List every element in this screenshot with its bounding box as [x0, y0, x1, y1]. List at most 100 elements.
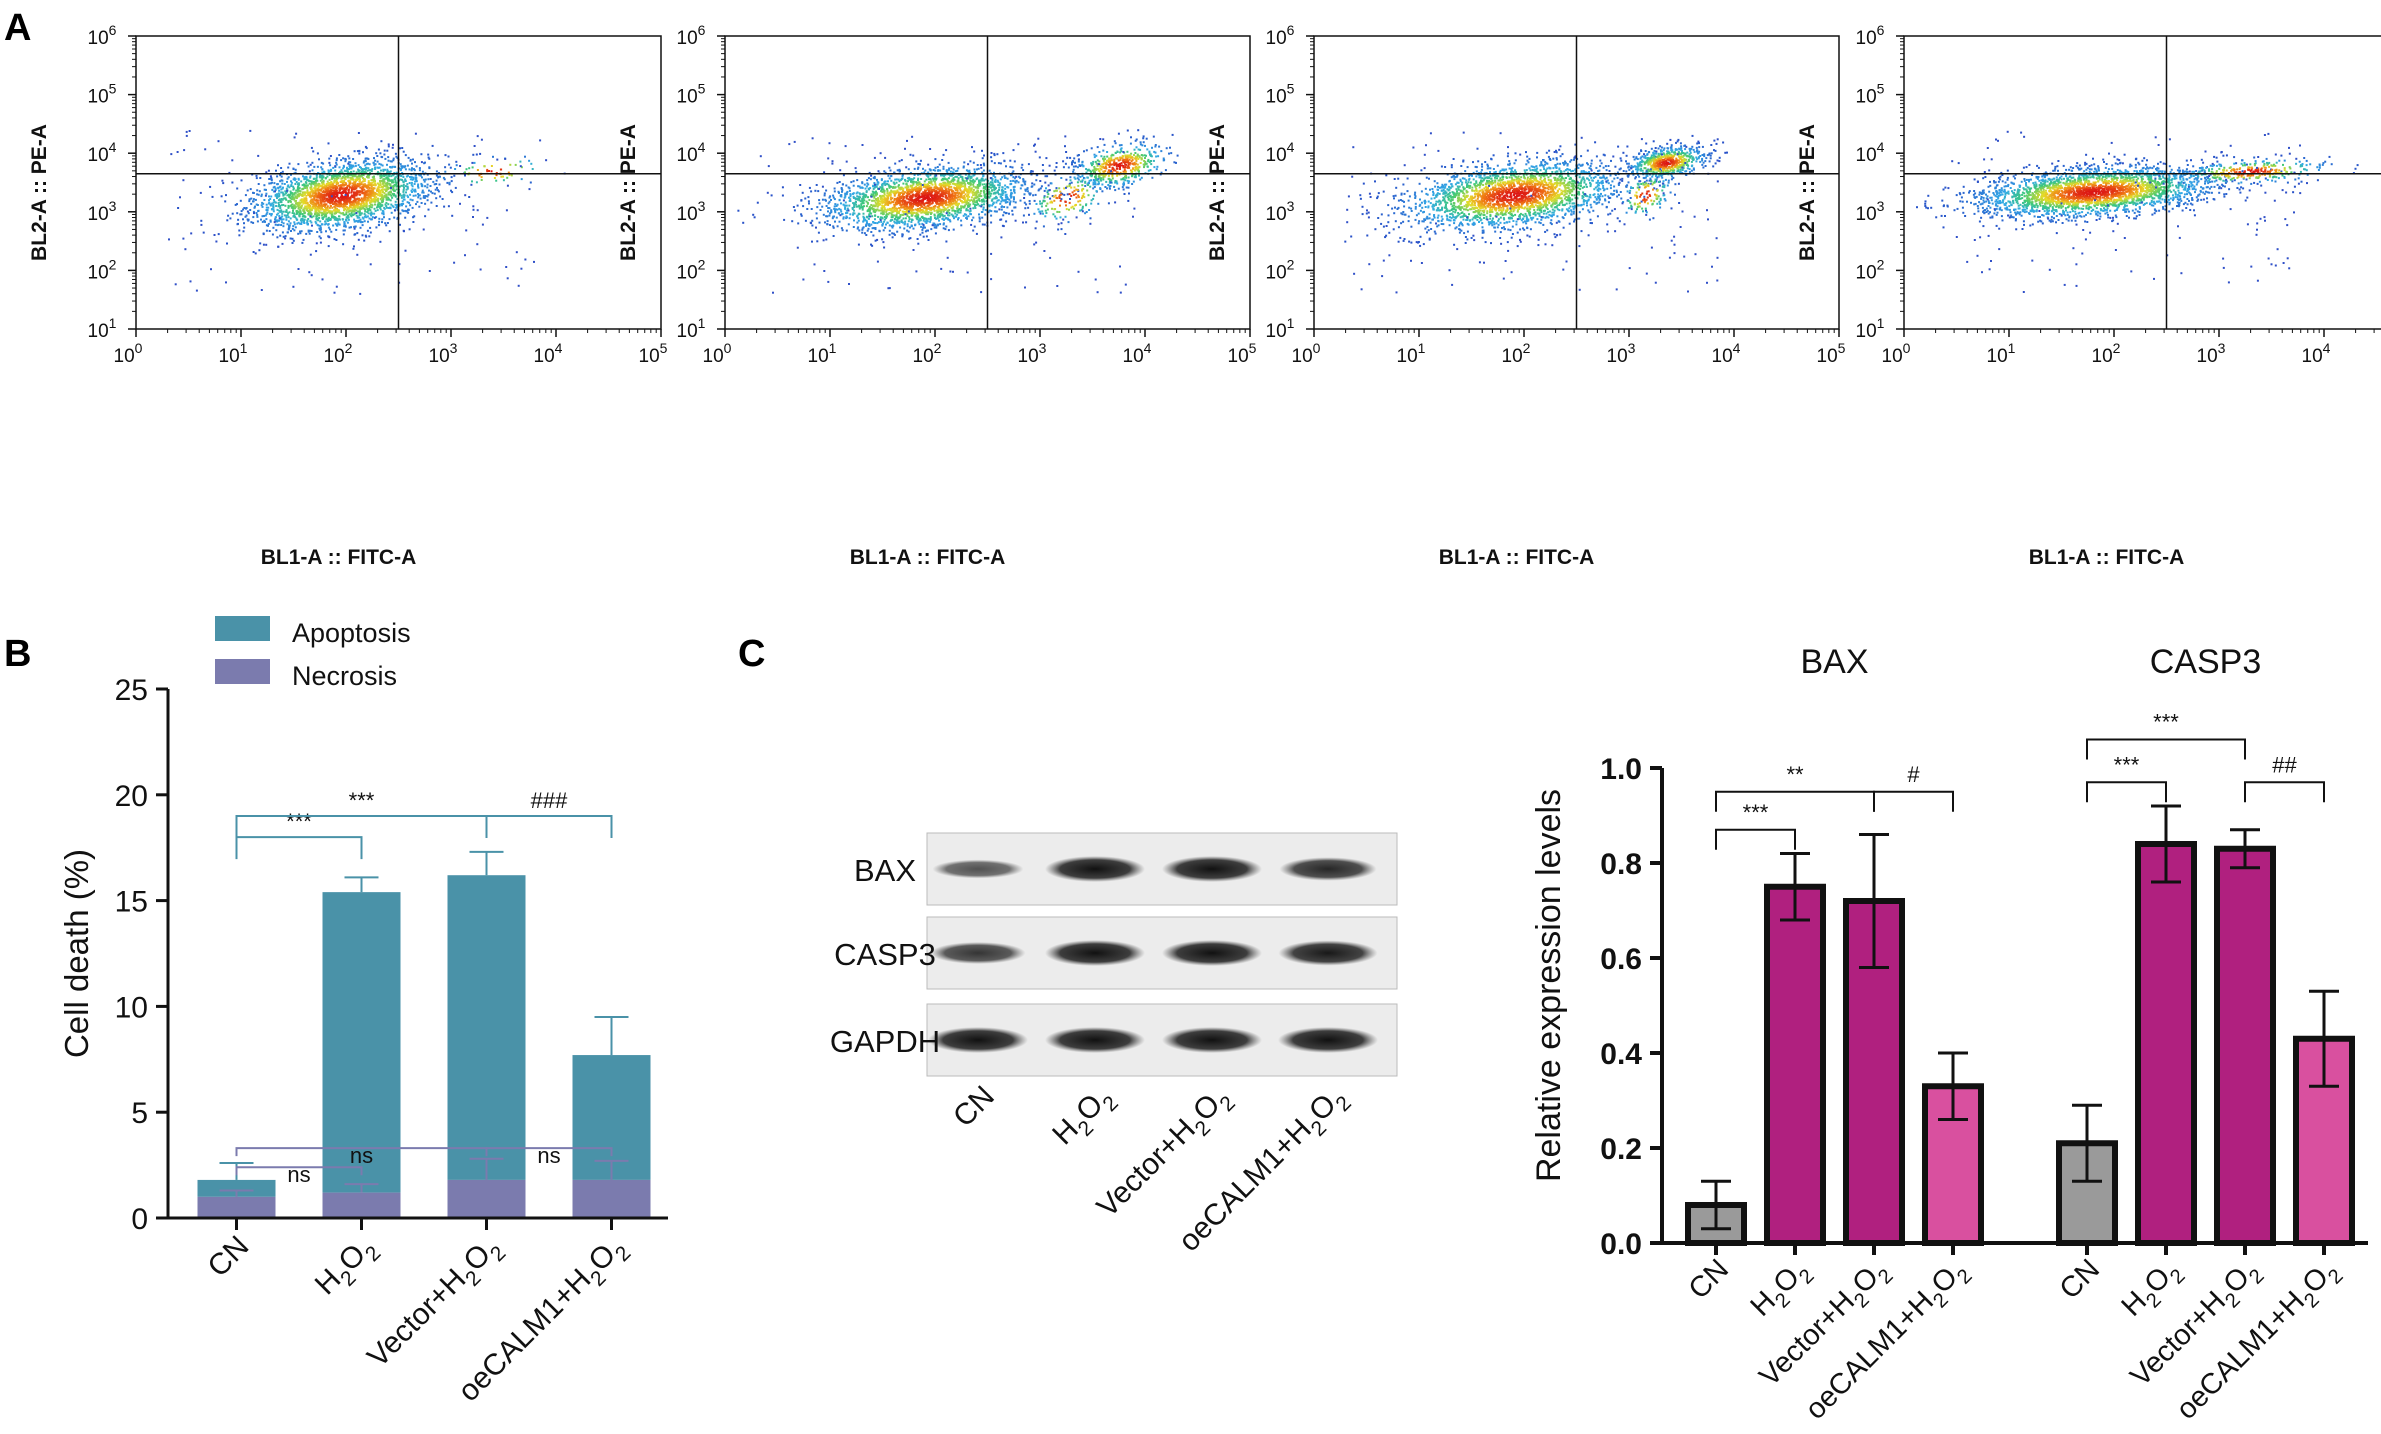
flow-dot: [965, 213, 968, 216]
flow-dot: [358, 191, 361, 194]
flow-dot: [320, 176, 323, 179]
flow-dot: [382, 178, 385, 181]
flow-dot: [965, 207, 968, 210]
flow-dot: [280, 204, 283, 207]
flow-dot: [978, 182, 981, 185]
x-tick-base: 10: [324, 346, 345, 367]
flow-dot: [1069, 198, 1071, 200]
flow-dot: [348, 200, 351, 203]
flow-dot: [390, 186, 392, 189]
flow-dot: [832, 196, 835, 199]
flow-dot: [288, 186, 291, 189]
flow-dot: [364, 197, 367, 200]
flow-dot: [828, 200, 831, 203]
flow-dot: [930, 195, 933, 197]
flow-dot: [385, 198, 388, 201]
flow-dot: [417, 193, 420, 195]
flow-dot: [363, 178, 366, 181]
flow-dot: [907, 180, 909, 183]
flow-dot: [190, 232, 193, 235]
flow-dot: [861, 201, 864, 204]
flow-dot: [825, 199, 827, 202]
flow-dot: [942, 222, 945, 225]
flow-dot: [928, 186, 931, 189]
flow-dot: [347, 191, 350, 194]
flow-dot: [299, 213, 302, 215]
flow-dot: [302, 209, 305, 212]
flow-dot: [974, 207, 977, 209]
flow-dot: [282, 204, 285, 206]
flow-dot: [332, 176, 335, 178]
flow-dot: [950, 181, 952, 184]
flow-dot: [929, 181, 932, 184]
flow-dot: [963, 213, 966, 216]
flow-dot: [395, 171, 398, 174]
flow-dot: [307, 218, 310, 220]
flow-dot: [301, 188, 304, 191]
flow-dot: [361, 190, 364, 193]
flow-dot: [920, 211, 923, 214]
flow-dot: [330, 186, 333, 189]
flow-dot: [895, 178, 898, 181]
flow-dot: [319, 208, 322, 211]
flow-dot: [387, 159, 390, 162]
flow-dot: [360, 187, 363, 190]
flow-dot: [424, 161, 426, 164]
flow-dot: [528, 159, 531, 162]
flow-dot: [364, 205, 367, 207]
flow-dot: [889, 208, 892, 211]
flow-dot: [412, 176, 415, 179]
flow-dot: [386, 149, 389, 152]
flow-dot: [885, 210, 888, 213]
flow-dot: [342, 157, 345, 160]
flow-dot: [362, 205, 365, 207]
flow-dot: [252, 200, 255, 203]
flow-dot: [302, 194, 305, 197]
flow-dot: [898, 222, 901, 224]
flow-dot: [427, 153, 430, 156]
y-tick-base: 10: [88, 28, 109, 49]
flow-dot: [973, 180, 976, 183]
flow-dot: [810, 208, 813, 210]
flow-dot: [290, 206, 293, 209]
flow-dot: [326, 199, 329, 202]
flow-dot: [368, 163, 371, 166]
flow-dot: [294, 196, 297, 199]
flow-dot: [464, 254, 466, 257]
flow-dot: [292, 178, 295, 181]
flow-dot: [317, 219, 320, 222]
flow-dot: [369, 184, 372, 187]
flow-dot: [933, 209, 936, 212]
flow-dot: [938, 190, 941, 193]
flow-dot: [929, 187, 932, 190]
flow-dot: [364, 145, 367, 148]
flow-dot: [259, 177, 262, 179]
flow-dot: [317, 224, 320, 227]
flow-dot: [420, 161, 423, 164]
flow-dot: [276, 194, 279, 197]
flow-dot: [875, 183, 878, 186]
flow-dot: [1011, 171, 1014, 174]
flow-dot: [956, 213, 959, 216]
flow-dot: [345, 192, 348, 195]
flow-dot: [351, 196, 354, 199]
flow-dot: [437, 190, 440, 193]
flow-dot: [379, 180, 381, 182]
flow-dot: [296, 210, 298, 213]
flow-dot: [861, 200, 864, 203]
flow-dot: [472, 205, 475, 208]
flow-dot: [896, 212, 899, 215]
flow-dot: [391, 188, 394, 191]
flow-dot: [923, 202, 926, 205]
flow-dot: [284, 235, 287, 238]
flow-dot: [920, 225, 923, 228]
flow-dot: [939, 203, 941, 206]
flow-dot: [829, 195, 832, 198]
flow-dot: [793, 209, 796, 212]
flow-dot: [872, 210, 875, 213]
flow-dot: [971, 191, 974, 194]
flow-dot: [298, 187, 301, 190]
flow-dot: [301, 191, 304, 194]
flow-dot: [312, 215, 315, 218]
flow-dot: [367, 162, 369, 165]
